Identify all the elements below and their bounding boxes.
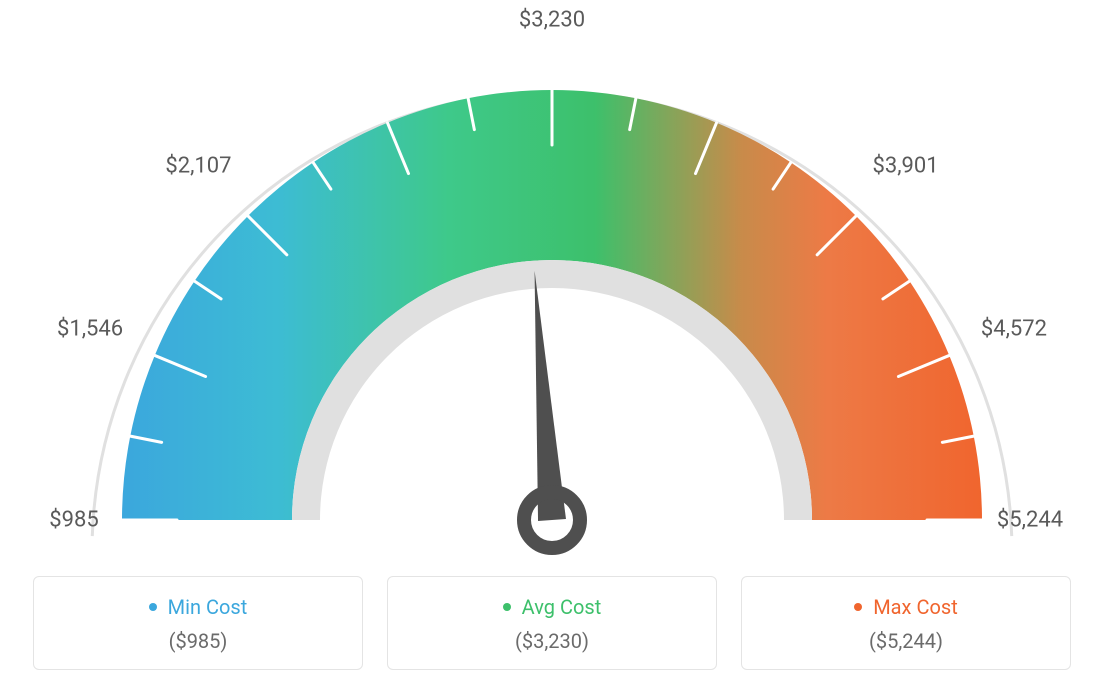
legend-card-avg: Avg Cost ($3,230) [387,576,717,670]
gauge-scale-label: $3,901 [872,154,938,179]
gauge-scale-label: $1,546 [57,316,123,341]
dot-icon [854,603,862,611]
gauge-svg [0,0,1104,560]
legend-value-max: ($5,244) [752,629,1060,653]
legend-card-max: Max Cost ($5,244) [741,576,1071,670]
legend-card-min: Min Cost ($985) [33,576,363,670]
gauge-scale-label: $2,107 [165,154,231,179]
legend-title-min: Min Cost [44,595,352,619]
gauge-scale-label: $5,244 [997,508,1063,533]
cost-gauge-container: $985 $1,546 $2,107 $3,230 $3,901 $4,572 $5,244… [0,0,1104,690]
legend-label-max: Max Cost [873,595,958,619]
legend-label-avg: Avg Cost [522,595,602,619]
legend-label-min: Min Cost [168,595,248,619]
legend-title-max: Max Cost [752,595,1060,619]
gauge-scale-label: $4,572 [981,316,1047,341]
legend-value-min: ($985) [44,629,352,653]
gauge-scale-label: $3,230 [519,8,585,33]
gauge-chart: $985 $1,546 $2,107 $3,230 $3,901 $4,572 $5,244 [0,0,1104,560]
gauge-scale-label: $985 [49,508,98,533]
legend-value-avg: ($3,230) [398,629,706,653]
legend-title-avg: Avg Cost [398,595,706,619]
dot-icon [149,603,157,611]
legend-row: Min Cost ($985) Avg Cost ($3,230) Max Co… [0,576,1104,670]
dot-icon [503,603,511,611]
